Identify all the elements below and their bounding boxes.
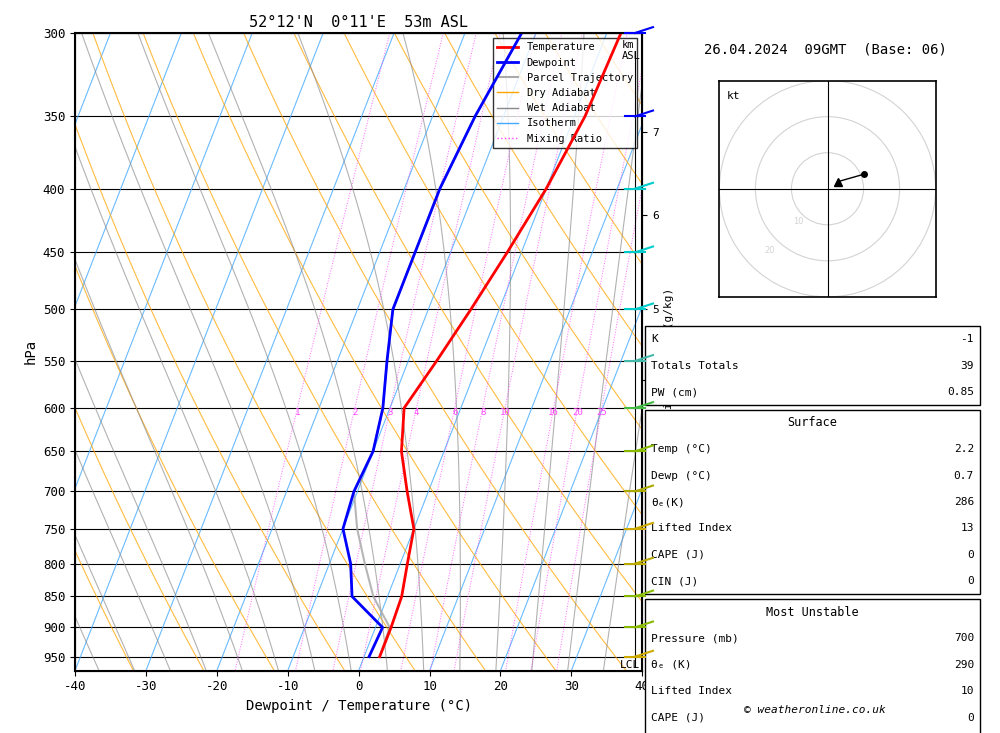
Text: kt: kt bbox=[727, 92, 740, 101]
Y-axis label: hPa: hPa bbox=[23, 339, 37, 364]
Text: LCL: LCL bbox=[620, 660, 640, 670]
Text: 8: 8 bbox=[480, 408, 485, 417]
Text: 700: 700 bbox=[954, 633, 974, 644]
Text: Lifted Index: Lifted Index bbox=[651, 523, 732, 534]
Text: 1: 1 bbox=[295, 408, 300, 417]
Text: 26.04.2024  09GMT  (Base: 06): 26.04.2024 09GMT (Base: 06) bbox=[704, 43, 947, 56]
Text: CIN (J): CIN (J) bbox=[651, 576, 698, 586]
Text: 25: 25 bbox=[596, 408, 607, 417]
Text: 20: 20 bbox=[572, 408, 583, 417]
X-axis label: Dewpoint / Temperature (°C): Dewpoint / Temperature (°C) bbox=[246, 699, 472, 713]
Text: 286: 286 bbox=[954, 497, 974, 507]
Text: K: K bbox=[651, 334, 658, 345]
Text: 4: 4 bbox=[414, 408, 419, 417]
Text: 0.85: 0.85 bbox=[947, 387, 974, 397]
Text: 0: 0 bbox=[967, 550, 974, 560]
Text: Temp (°C): Temp (°C) bbox=[651, 444, 712, 454]
Text: 290: 290 bbox=[954, 660, 974, 670]
Legend: Temperature, Dewpoint, Parcel Trajectory, Dry Adiabat, Wet Adiabat, Isotherm, Mi: Temperature, Dewpoint, Parcel Trajectory… bbox=[493, 38, 637, 148]
Text: Totals Totals: Totals Totals bbox=[651, 361, 739, 371]
Text: 0.7: 0.7 bbox=[954, 471, 974, 481]
Text: 2: 2 bbox=[352, 408, 357, 417]
Text: 16: 16 bbox=[548, 408, 559, 417]
Text: 0: 0 bbox=[967, 576, 974, 586]
Text: Lifted Index: Lifted Index bbox=[651, 686, 732, 696]
Text: 3: 3 bbox=[388, 408, 393, 417]
Title: 52°12'N  0°11'E  53m ASL: 52°12'N 0°11'E 53m ASL bbox=[249, 15, 468, 31]
Text: 10: 10 bbox=[793, 217, 804, 226]
Y-axis label: Mixing Ratio (g/kg): Mixing Ratio (g/kg) bbox=[664, 288, 674, 416]
Text: CAPE (J): CAPE (J) bbox=[651, 712, 705, 723]
Text: 10: 10 bbox=[500, 408, 510, 417]
Text: PW (cm): PW (cm) bbox=[651, 387, 698, 397]
Text: 39: 39 bbox=[960, 361, 974, 371]
Text: θₑ (K): θₑ (K) bbox=[651, 660, 692, 670]
Text: θₑ(K): θₑ(K) bbox=[651, 497, 685, 507]
Text: km
ASL: km ASL bbox=[622, 40, 641, 61]
Text: Pressure (mb): Pressure (mb) bbox=[651, 633, 739, 644]
Text: -1: -1 bbox=[960, 334, 974, 345]
Text: © weatheronline.co.uk: © weatheronline.co.uk bbox=[744, 704, 886, 715]
Text: Most Unstable: Most Unstable bbox=[766, 605, 859, 619]
Text: 10: 10 bbox=[960, 686, 974, 696]
Text: CAPE (J): CAPE (J) bbox=[651, 550, 705, 560]
Text: Dewp (°C): Dewp (°C) bbox=[651, 471, 712, 481]
Text: 20: 20 bbox=[765, 246, 775, 254]
Text: Surface: Surface bbox=[788, 416, 837, 430]
Text: 13: 13 bbox=[960, 523, 974, 534]
Text: 6: 6 bbox=[452, 408, 457, 417]
Text: 0: 0 bbox=[967, 712, 974, 723]
Text: 2.2: 2.2 bbox=[954, 444, 974, 454]
